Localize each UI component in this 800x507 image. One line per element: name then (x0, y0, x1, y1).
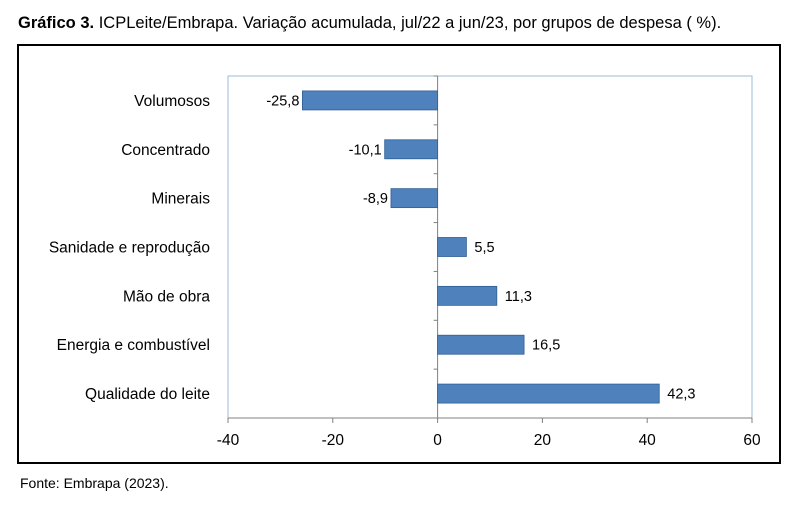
data-label: 5,5 (474, 240, 494, 256)
x-tick-label: 40 (639, 432, 657, 449)
x-tick-label: -40 (217, 432, 240, 449)
bar (437, 383, 660, 404)
category-label: Energia e combustível (57, 337, 210, 354)
category-label: Concentrado (121, 142, 210, 159)
x-tick-label: 20 (534, 432, 552, 449)
bar (437, 285, 498, 306)
data-label: -10,1 (349, 142, 382, 158)
category-label: Sanidade e reprodução (49, 240, 210, 257)
x-tick-label: 0 (433, 432, 442, 449)
category-label: Mão de obra (123, 288, 210, 305)
category-label: Volumosos (134, 93, 210, 110)
chart-frame (17, 44, 781, 464)
chart-title-text: ICPLeite/Embrapa. Variação acumulada, ju… (94, 14, 722, 32)
bar (384, 139, 438, 160)
chart-title-bold: Gráfico 3. (18, 14, 95, 32)
bar (302, 90, 438, 111)
bar (390, 188, 438, 209)
source-note: Fonte: Embrapa (2023). (20, 475, 169, 491)
bar (437, 237, 467, 257)
bar (437, 334, 525, 355)
category-label: Minerais (151, 191, 210, 208)
data-label: -8,9 (363, 191, 388, 207)
x-tick-label: -20 (322, 432, 345, 449)
x-tick-label: 60 (743, 432, 761, 449)
data-label: 11,3 (505, 289, 532, 305)
data-label: -25,8 (266, 93, 299, 109)
data-label: 16,5 (532, 338, 560, 354)
chart-title: Gráfico 3. ICPLeite/Embrapa. Variação ac… (18, 14, 721, 33)
data-label: 42,3 (667, 387, 695, 403)
category-label: Qualidade do leite (85, 386, 210, 403)
